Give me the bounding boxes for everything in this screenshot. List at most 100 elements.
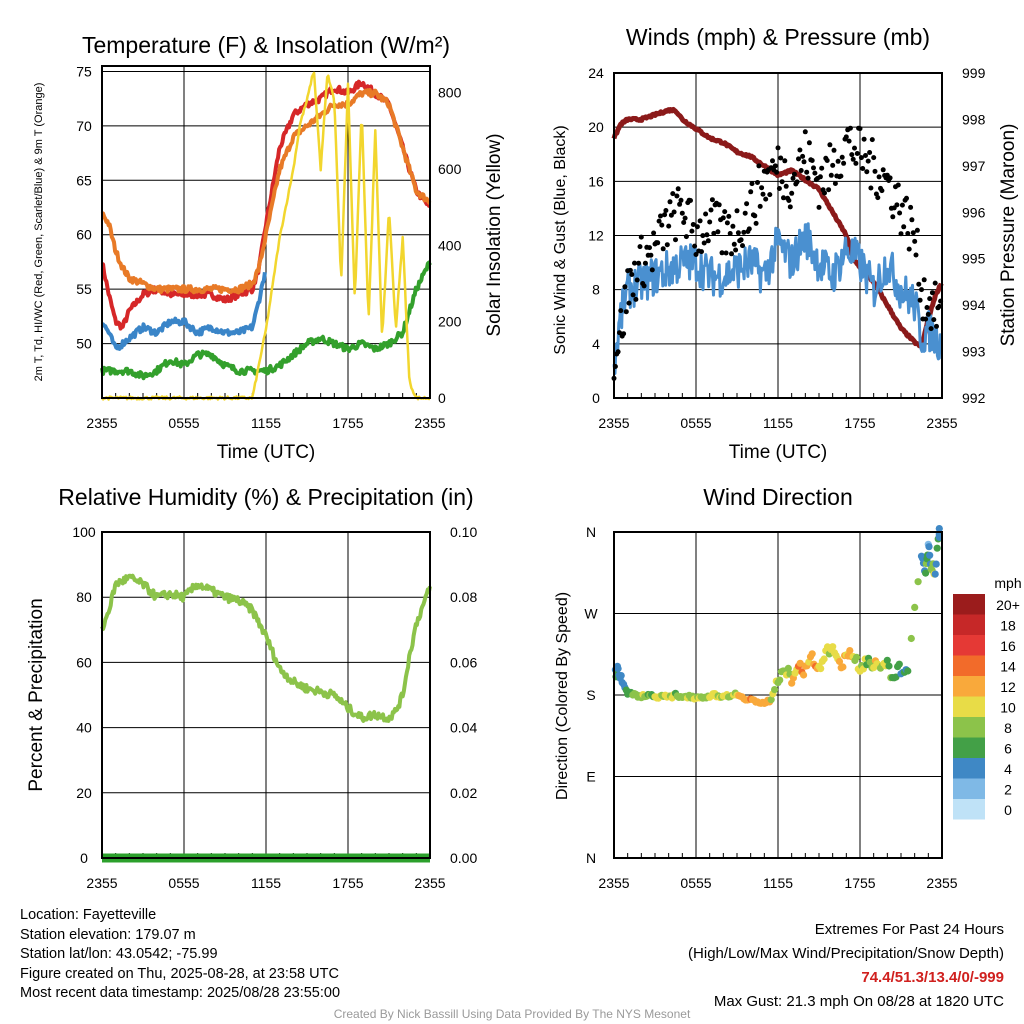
gust-point [746,226,752,232]
y-tick-label: 0 [80,850,88,866]
gust-point [805,175,811,181]
colorbar-swatch [953,758,985,779]
gust-point [678,197,684,203]
direction-point [776,676,784,684]
gust-point [910,230,916,236]
gust-point [729,251,734,257]
gust-point [741,229,747,235]
gust-point [779,179,785,185]
gust-point [872,168,878,174]
gust-point [817,174,823,180]
colorbar-swatch [953,614,985,635]
gust-point [879,188,885,194]
gust-point [806,140,812,146]
x-tick-label: 0555 [168,415,199,431]
gust-point [894,202,900,208]
created-text: Figure created on Thu, 2025-08-28, at 23… [20,965,339,982]
y2-tick-label: 600 [438,161,462,177]
y2-tick-label: 0.06 [450,654,477,670]
gust-point [931,317,937,323]
direction-point [892,673,900,681]
x-tick-label: 2355 [86,415,117,431]
gust-point [670,191,676,197]
direction-point [935,525,943,533]
y2-tick-label: 993 [962,344,986,360]
colorbar-label: 4 [1004,761,1012,777]
gust-point [928,326,934,332]
colorbar-swatch [953,717,985,738]
gust-point [767,192,773,198]
y-axis-label: Percent & Precipitation [26,598,47,791]
direction-point [883,656,891,664]
gust-point [839,154,845,160]
direction-point [835,657,844,666]
x-axis-label: Time (UTC) [729,442,828,463]
direction-point [617,672,625,680]
gust-point [715,229,721,235]
direction-point [904,667,912,675]
gust-point [673,237,678,243]
gust-point [832,181,838,186]
gust-point [860,166,866,171]
gust-point [735,230,741,236]
gust-point [681,220,687,225]
gust-point [722,209,728,215]
gust-point [752,213,758,219]
y2-tick-label: 999 [962,65,986,81]
credit-text: Created By Nick Bassill Using Data Provi… [333,1007,691,1021]
gust-point [824,158,830,163]
gust-point [811,165,816,171]
gust-point [705,238,711,244]
gust-point [854,151,860,156]
gust-point [921,277,927,283]
gust-point [656,218,662,224]
gust-point [618,308,624,314]
y-tick-label: 20 [76,785,92,801]
gust-point [734,208,740,214]
gust-point [662,212,668,218]
direction-point [931,570,939,578]
gust-point [708,207,714,213]
panel-title-1: Temperature (F) & Insolation (W/m²) [82,32,450,58]
y-tick-label: 55 [76,281,92,297]
gust-point [675,186,681,192]
gust-point [778,155,784,161]
series-line-2 [612,222,943,375]
gust-point [797,147,803,153]
gust-point [916,281,922,287]
gust-point [912,238,918,244]
gust-point [627,267,633,273]
direction-point [800,671,808,679]
gust-point [626,300,632,306]
gust-point [791,171,797,177]
gust-point [901,224,907,230]
direction-point [926,551,934,559]
gust-point [913,252,919,258]
plot-frame [613,531,943,859]
gust-point [801,159,807,165]
gust-point [827,142,833,148]
y-axis-label: Sonic Wind & Gust (Blue, Black) [552,125,569,354]
gust-point [822,190,827,196]
series-line-3 [101,272,267,351]
gust-point [908,204,914,210]
direction-point [895,660,903,668]
gust-point [917,297,923,303]
direction-point [911,603,919,612]
gust-point [783,183,789,189]
gust-point [898,231,904,237]
direction-point [817,665,825,673]
colorbar-label: 14 [1000,659,1016,675]
gust-point [700,233,706,239]
panel-title-3: Relative Humidity (%) & Precipitation (i… [58,484,473,510]
gust-point [924,305,930,310]
gust-point [720,215,726,221]
gust-point [781,195,786,201]
y-tick-label: 80 [76,589,92,605]
y-tick-label: 65 [76,172,92,188]
y-tick-label: 40 [76,720,92,736]
extremes-values: 74.4/51.3/13.4/0/-999 [861,969,1004,986]
gust-point [828,172,834,178]
y-tick-label: 100 [72,524,96,540]
